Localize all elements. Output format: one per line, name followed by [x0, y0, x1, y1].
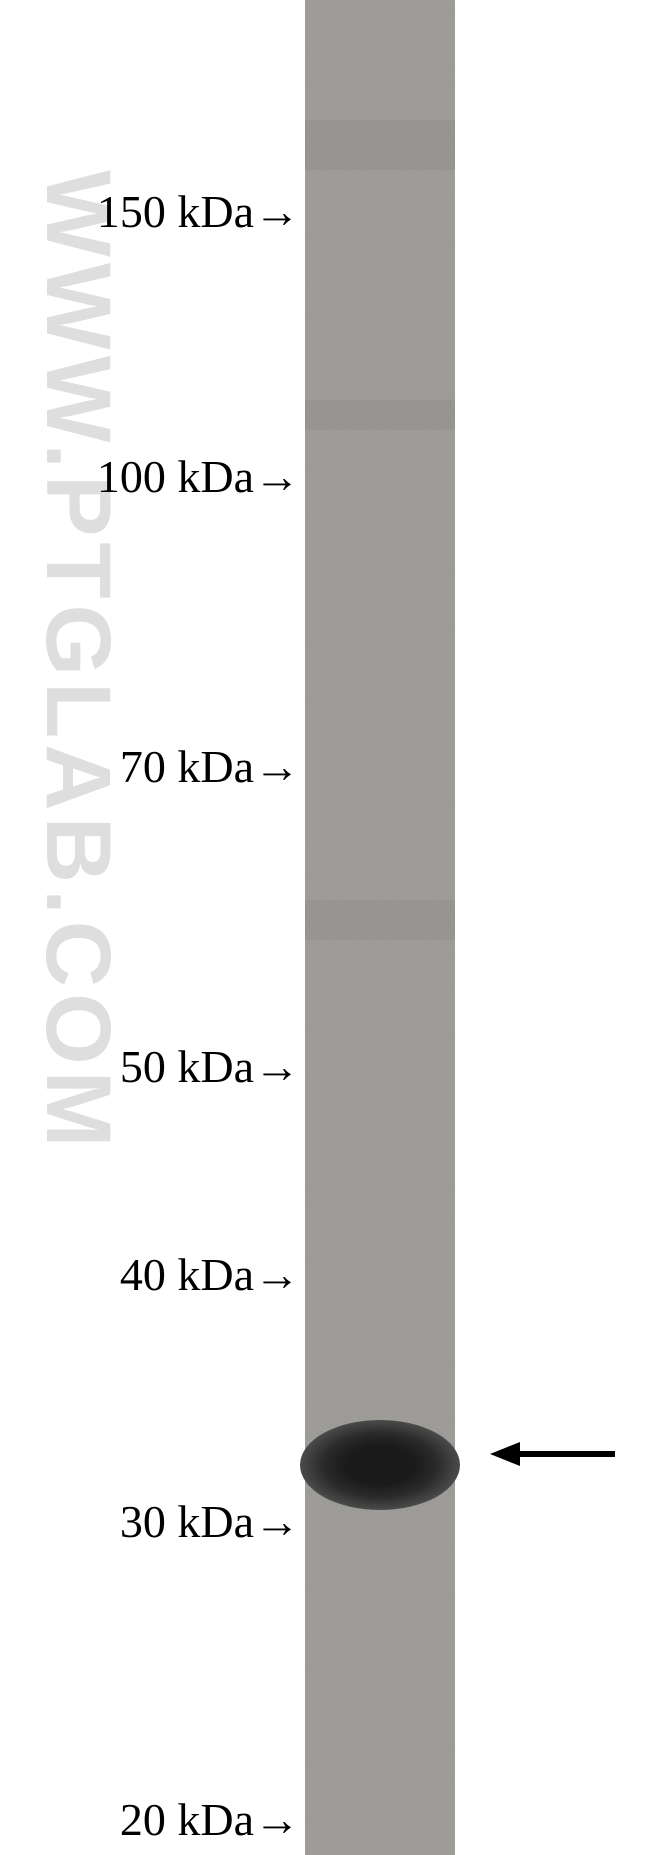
lane-noise: [305, 120, 455, 170]
lane-noise: [305, 900, 455, 940]
lane-noise: [305, 400, 455, 430]
blot-lane: [305, 0, 455, 1855]
watermark-text: WWW.PTGLAB.COM: [25, 170, 130, 1153]
marker-100kda: 100 kDa→: [97, 450, 300, 503]
marker-50kda: 50 kDa→: [120, 1040, 300, 1093]
marker-150kda: 150 kDa→: [97, 185, 300, 238]
marker-70kda: 70 kDa→: [120, 740, 300, 793]
western-blot-figure: WWW.PTGLAB.COM 150 kDa→ 100 kDa→ 70 kDa→…: [0, 0, 650, 1855]
result-arrow-icon: [490, 1428, 620, 1487]
marker-20kda: 20 kDa→: [120, 1793, 300, 1846]
marker-30kda: 30 kDa→: [120, 1495, 300, 1548]
protein-band: [300, 1420, 460, 1510]
arrow-left-icon: [490, 1434, 620, 1474]
marker-40kda: 40 kDa→: [120, 1248, 300, 1301]
